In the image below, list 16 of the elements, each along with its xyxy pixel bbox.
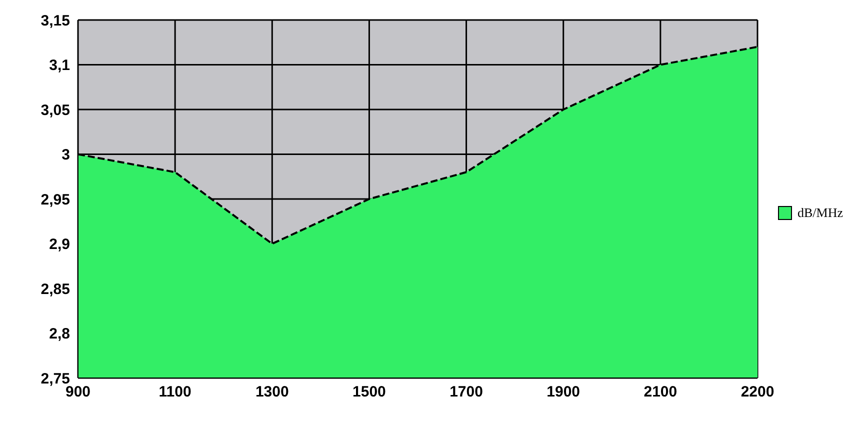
x-tick-label: 2100 [644,384,678,401]
y-tick-label: 2,95 [40,191,70,208]
x-tick-label: 1500 [352,384,386,401]
y-tick-label: 2,8 [49,326,70,343]
x-tick-label: 2200 [740,384,774,401]
x-tick-label: 1900 [546,384,580,401]
y-tick-label: 3,1 [49,57,70,74]
y-tick-label: 2,9 [49,236,70,254]
y-tick-label: 2,85 [40,280,70,298]
x-tick-label: 1700 [450,384,483,401]
legend-label: dB/MHz [798,205,843,221]
y-tick-label: 3 [62,146,70,164]
y-tick-label: 3,05 [40,102,70,119]
x-tick-label: 1100 [158,384,192,401]
x-tick-label: 1300 [255,384,289,401]
y-tick-label: 3,15 [40,12,70,30]
